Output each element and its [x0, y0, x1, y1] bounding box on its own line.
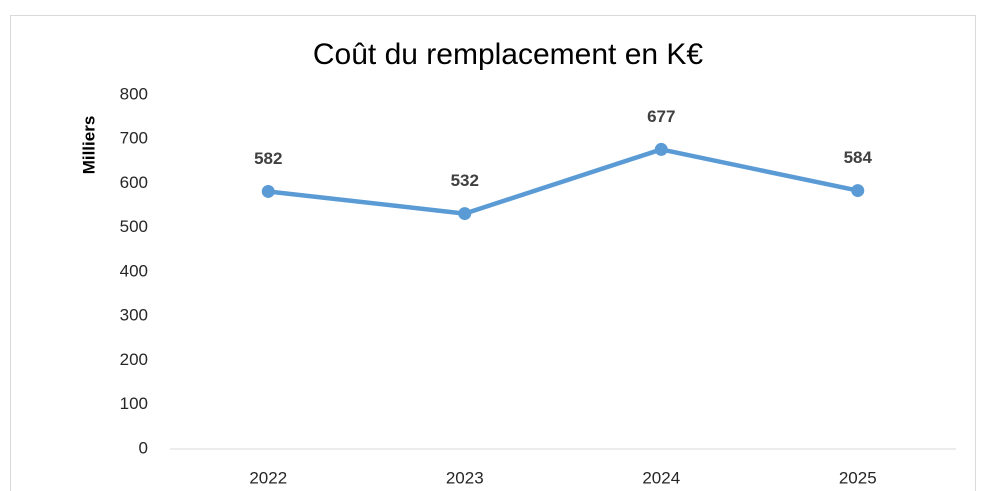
y-tick-label: 0 — [139, 438, 148, 457]
y-tick-label: 100 — [120, 394, 148, 413]
chart-title: Coût du remplacement en K€ — [313, 38, 704, 71]
x-tick-label: 2025 — [839, 468, 877, 487]
y-tick-label: 500 — [120, 217, 148, 236]
value-label: 677 — [647, 107, 675, 126]
marker — [654, 142, 668, 156]
y-tick-label: 800 — [120, 84, 148, 103]
y-tick-label: 700 — [120, 129, 148, 148]
y-tick-label: 200 — [120, 350, 148, 369]
x-tick-label: 2024 — [642, 468, 680, 487]
value-label: 582 — [254, 149, 282, 168]
x-tick-label: 2022 — [249, 468, 287, 487]
value-label: 584 — [844, 148, 873, 167]
line — [267, 147, 859, 216]
chart-frame — [10, 15, 976, 491]
y-tick-label: 300 — [120, 306, 148, 325]
y-axis-label: Milliers — [79, 116, 98, 175]
y-tick-label: 400 — [120, 261, 148, 280]
marker — [458, 207, 472, 221]
marker — [261, 184, 275, 198]
x-tick-label: 2023 — [446, 468, 484, 487]
marker — [851, 184, 865, 198]
y-tick-label: 600 — [120, 173, 148, 192]
value-label: 532 — [451, 171, 479, 190]
